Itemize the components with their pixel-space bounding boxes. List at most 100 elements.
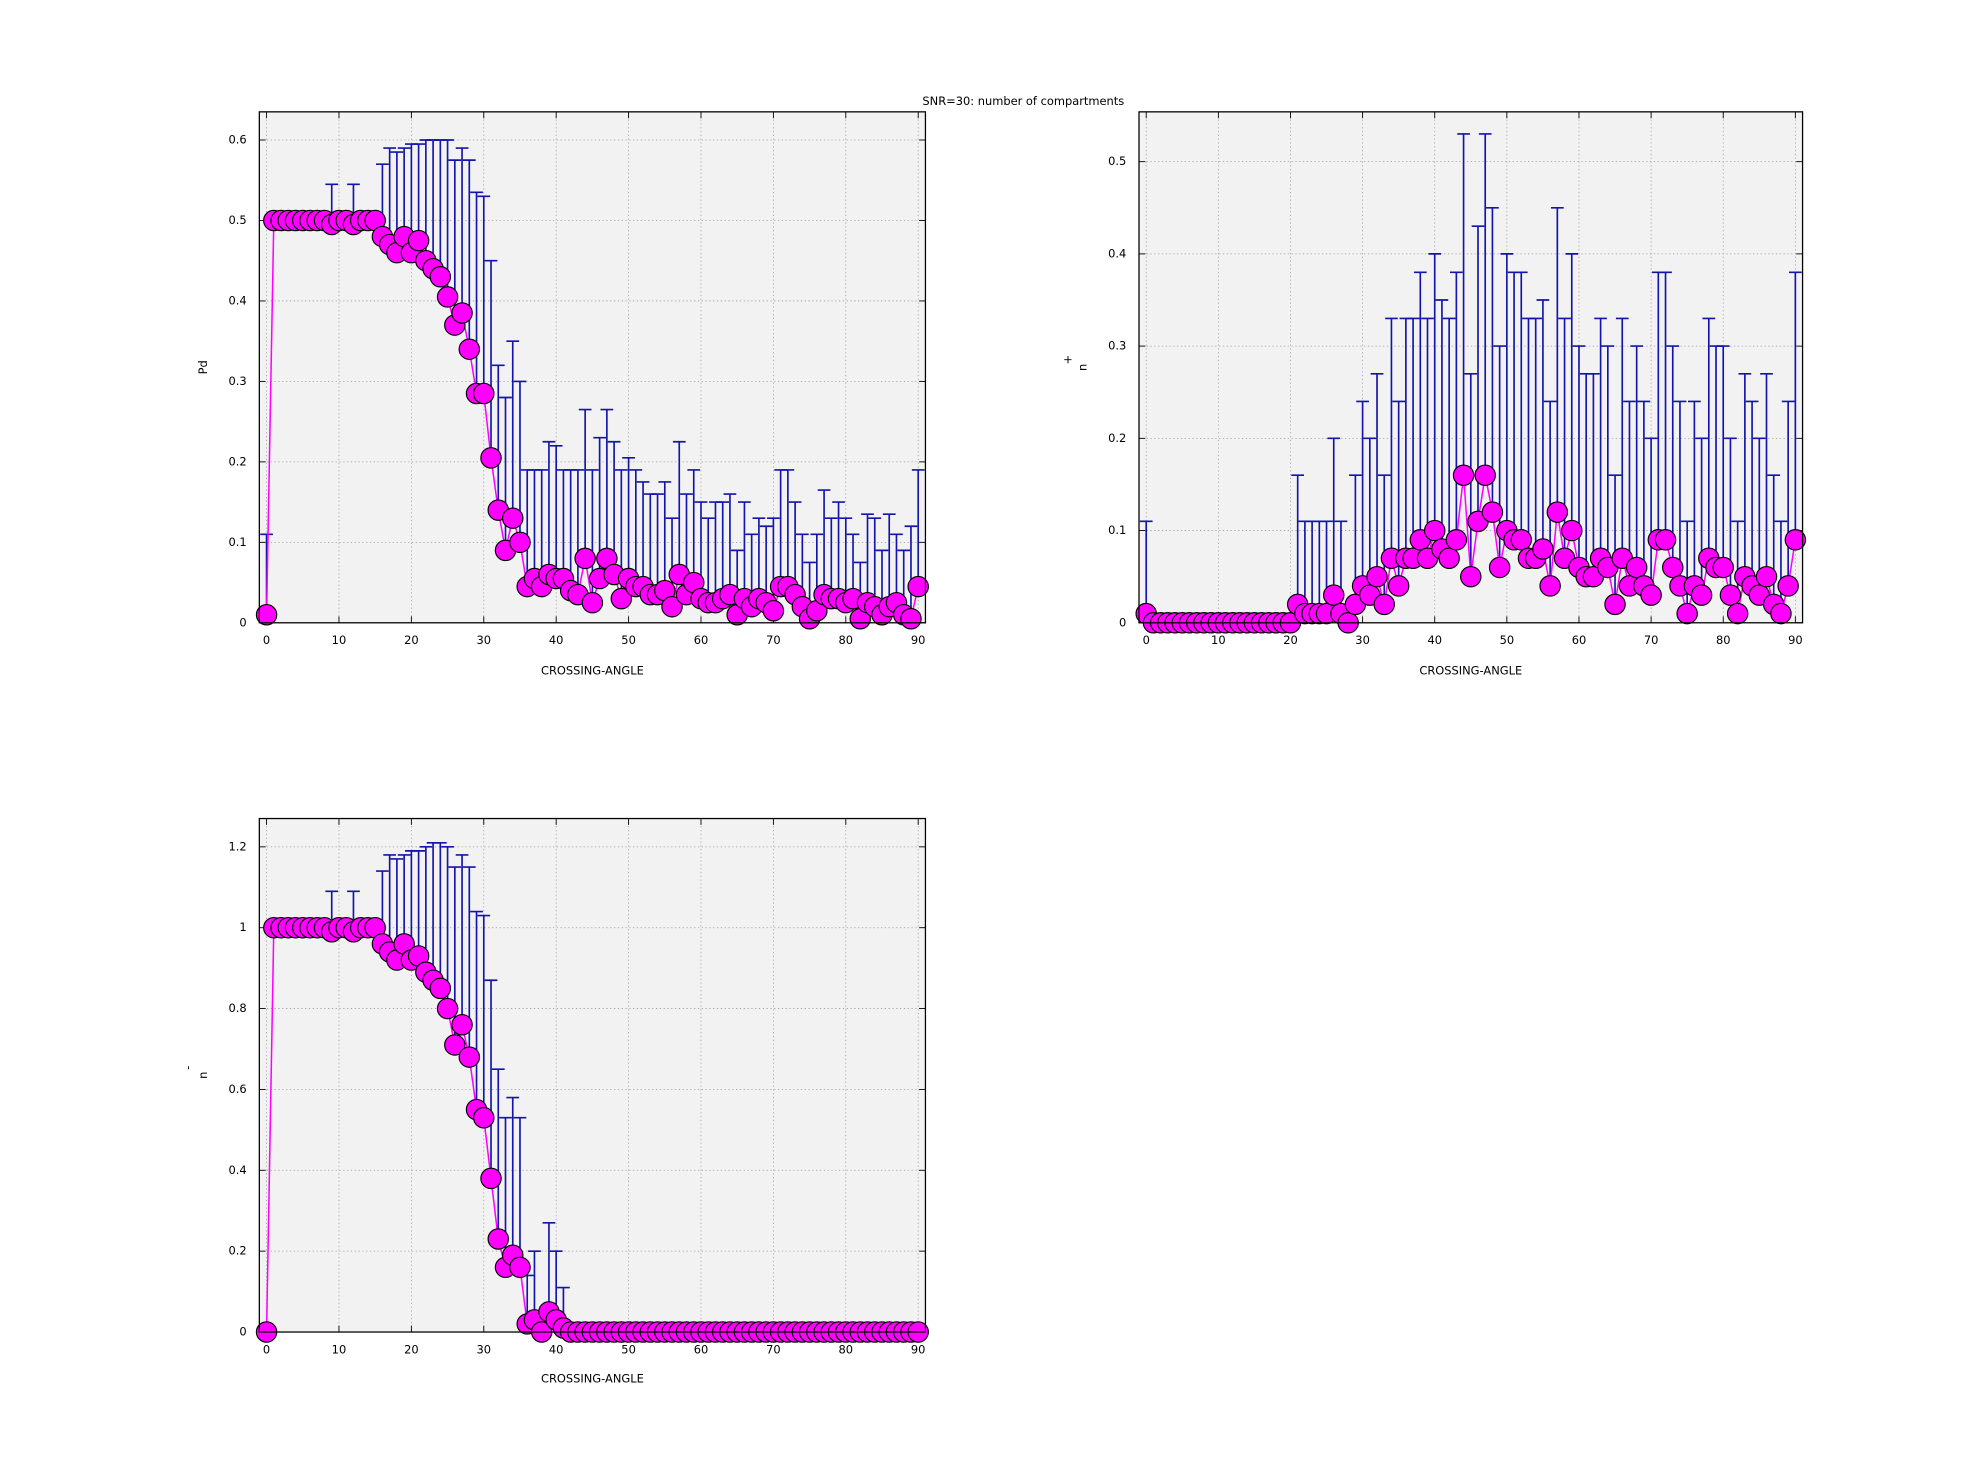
x-tick-label: 10 bbox=[332, 1342, 347, 1356]
y-tick-label: 1 bbox=[239, 920, 246, 934]
error-bar bbox=[542, 1222, 556, 1312]
error-bar bbox=[542, 440, 556, 575]
plot-border bbox=[258, 817, 927, 1333]
data-point bbox=[473, 1106, 495, 1129]
error-bar bbox=[1421, 317, 1434, 559]
error-bar bbox=[506, 1096, 520, 1256]
error-bar bbox=[1450, 271, 1463, 540]
data-point bbox=[407, 229, 430, 252]
x-tick-label: 30 bbox=[1355, 633, 1370, 647]
data-point bbox=[1726, 602, 1749, 625]
error-bar bbox=[383, 854, 397, 952]
data-point bbox=[1719, 584, 1742, 606]
data-point bbox=[473, 382, 495, 405]
x-tick-label: 90 bbox=[1788, 633, 1803, 647]
y-tick-label: 0.1 bbox=[1108, 523, 1126, 537]
x-tick-label: 90 bbox=[911, 1342, 926, 1356]
error-bar bbox=[629, 469, 643, 587]
error-bar bbox=[723, 493, 737, 595]
error-bar bbox=[1139, 520, 1153, 614]
error-bar bbox=[1370, 372, 1384, 577]
error-bar bbox=[1442, 317, 1456, 559]
y-tick-label: 0.6 bbox=[228, 1082, 246, 1096]
data-point bbox=[509, 531, 531, 554]
data-point bbox=[1539, 575, 1561, 597]
error-bar bbox=[1659, 271, 1672, 540]
y-tick-label: 0.3 bbox=[1108, 339, 1126, 353]
data-point bbox=[1784, 529, 1807, 551]
data-point bbox=[1532, 538, 1554, 560]
x-tick-label: 0 bbox=[263, 633, 270, 647]
y-tick-label: 0.1 bbox=[228, 535, 246, 549]
error-bar bbox=[1457, 133, 1470, 476]
error-bar bbox=[600, 408, 614, 559]
y-axis-label: n bbox=[196, 1072, 210, 1079]
error-bar bbox=[1500, 253, 1514, 531]
error-bar bbox=[383, 147, 397, 245]
y-axis-label-sup: - bbox=[181, 1066, 195, 1070]
error-bar bbox=[1702, 317, 1716, 559]
data-point bbox=[451, 1013, 473, 1036]
data-point bbox=[458, 1046, 481, 1068]
error-bar bbox=[1789, 271, 1802, 540]
error-bar bbox=[1478, 133, 1492, 476]
data-point bbox=[907, 575, 929, 598]
y-tick-label: 0.2 bbox=[1108, 431, 1126, 445]
data-point bbox=[1445, 529, 1468, 551]
error-bar bbox=[636, 481, 650, 587]
x-tick-label: 70 bbox=[766, 1342, 781, 1356]
error-bar bbox=[1608, 474, 1622, 605]
error-bar bbox=[506, 340, 520, 519]
error-bar bbox=[1435, 299, 1449, 550]
error-bar bbox=[1327, 437, 1341, 596]
y-axis-label-sup: + bbox=[1060, 355, 1074, 365]
error-bar bbox=[549, 444, 563, 579]
data-point bbox=[429, 266, 452, 288]
error-bar bbox=[1413, 271, 1427, 540]
x-tick-label: 60 bbox=[694, 1342, 709, 1356]
data-point bbox=[1561, 519, 1583, 542]
y-tick-label: 0.2 bbox=[228, 1244, 246, 1258]
data-point bbox=[1474, 464, 1496, 486]
error-bar bbox=[781, 469, 795, 587]
error-bar bbox=[1536, 299, 1550, 550]
x-tick-label: 40 bbox=[1427, 633, 1442, 647]
error-bar bbox=[470, 910, 483, 1110]
error-bar bbox=[861, 513, 874, 603]
data-point bbox=[1460, 565, 1482, 588]
x-axis-label: CROSSING-ANGLE bbox=[541, 1372, 644, 1386]
x-tick-label: 80 bbox=[1716, 633, 1731, 647]
data-point bbox=[1690, 584, 1713, 606]
x-tick-label: 50 bbox=[1500, 633, 1515, 647]
error-bar bbox=[1688, 400, 1701, 586]
data-point bbox=[436, 286, 459, 308]
error-bar bbox=[491, 364, 505, 511]
error-bar bbox=[1594, 317, 1607, 559]
error-bar bbox=[1680, 520, 1694, 614]
error-bar bbox=[1760, 372, 1773, 577]
x-axis-label: CROSSING-ANGLE bbox=[1419, 664, 1522, 678]
error-bar bbox=[412, 850, 425, 957]
error-bar bbox=[658, 481, 672, 591]
data-point bbox=[1510, 529, 1533, 551]
error-bar bbox=[455, 854, 469, 1025]
error-bar bbox=[911, 469, 925, 587]
error-bar bbox=[1514, 271, 1528, 540]
x-tick-label: 20 bbox=[404, 633, 419, 647]
data-point bbox=[574, 547, 596, 570]
error-bar bbox=[477, 914, 491, 1118]
y-tick-label: 0.8 bbox=[228, 1001, 246, 1015]
error-bar bbox=[433, 841, 447, 989]
error-bar bbox=[1673, 400, 1687, 586]
data-point bbox=[1438, 547, 1460, 569]
error-bar bbox=[397, 854, 411, 944]
error-bar bbox=[672, 440, 686, 575]
data-point bbox=[255, 604, 278, 626]
x-tick-label: 90 bbox=[911, 633, 926, 647]
error-bar bbox=[1291, 474, 1305, 605]
data-point bbox=[581, 591, 604, 614]
y-axis-label: n bbox=[1076, 364, 1090, 371]
error-bar bbox=[882, 513, 896, 607]
error-bar bbox=[817, 489, 831, 595]
